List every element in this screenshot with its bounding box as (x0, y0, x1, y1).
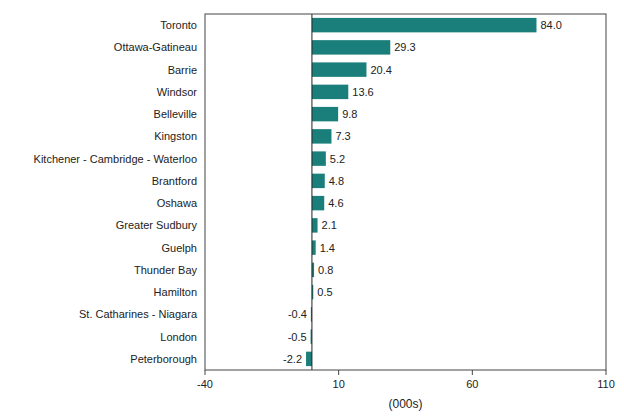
x-axis: -40 10 60 110 (197, 370, 615, 390)
data-label: 29.3 (394, 41, 415, 53)
bar (312, 40, 390, 54)
bar (312, 218, 318, 232)
x-tick (338, 370, 339, 375)
data-label: -0.4 (288, 308, 307, 320)
data-label: 7.3 (335, 130, 350, 142)
y-tick-label: Guelph (162, 242, 197, 254)
data-label: 4.6 (328, 197, 343, 209)
chart-container: -2.2 -0.5 -0.4 0.5 0.8 1.4 2.1 4.6 4.8 5.2 7.3 9.8 1… (0, 0, 624, 418)
data-label: 9.8 (342, 108, 357, 120)
y-tick-label: Toronto (160, 19, 197, 31)
data-label: 13.6 (352, 86, 373, 98)
data-label: 20.4 (370, 64, 391, 76)
data-label: 1.4 (320, 242, 335, 254)
x-tick-label: 110 (597, 378, 615, 390)
bar (306, 352, 312, 366)
y-tick-label: London (160, 331, 197, 343)
y-tick-label: Thunder Bay (134, 264, 197, 276)
data-label: 0.8 (318, 264, 333, 276)
y-tick-label: Brantford (152, 175, 197, 187)
plot-frame (205, 14, 606, 370)
bars (306, 18, 536, 366)
x-tick-label: 60 (466, 378, 478, 390)
bar (312, 107, 338, 121)
bar (312, 18, 537, 32)
y-tick-label: Belleville (154, 108, 197, 120)
data-label: 2.1 (322, 219, 337, 231)
y-axis: Peterborough London St. Catharines - Niaga… (34, 19, 198, 365)
page: {"chart_data": {"type": "bar", "orientat… (0, 0, 624, 418)
x-tick-label: -40 (197, 378, 213, 390)
bar (312, 129, 332, 143)
y-tick-label: Oshawa (157, 197, 198, 209)
data-label: 5.2 (330, 153, 345, 165)
data-label: 84.0 (540, 19, 561, 31)
bar (312, 240, 316, 254)
bar (312, 151, 326, 165)
x-tick-label: 10 (333, 378, 345, 390)
chart-svg: -2.2 -0.5 -0.4 0.5 0.8 1.4 2.1 4.6 4.8 5.2 7.3 9.8 1… (0, 0, 624, 418)
y-tick-label: Barrie (168, 64, 197, 76)
y-tick-label: St. Catharines - Niagara (79, 308, 198, 320)
bar (312, 174, 325, 188)
y-tick-label: Greater Sudbury (116, 219, 198, 231)
x-tick (205, 370, 206, 375)
data-label: 4.8 (329, 175, 344, 187)
data-label: -2.2 (283, 353, 302, 365)
bar (312, 85, 348, 99)
y-tick-label: Windsor (157, 86, 198, 98)
y-tick-label: Ottawa-Gatineau (114, 41, 197, 53)
data-label: -0.5 (288, 331, 307, 343)
y-tick-label: Peterborough (130, 353, 197, 365)
y-tick-label: Hamilton (154, 286, 197, 298)
x-tick (472, 370, 473, 375)
y-tick-label: Kitchener - Cambridge - Waterloo (34, 153, 197, 165)
y-tick-label: Kingston (154, 130, 197, 142)
x-tick (606, 370, 607, 375)
x-axis-label: (000s) (388, 397, 422, 411)
zero-line (311, 14, 312, 370)
bar (312, 196, 324, 210)
bar (312, 62, 367, 76)
data-label: 0.5 (317, 286, 332, 298)
data-labels: -2.2 -0.5 -0.4 0.5 0.8 1.4 2.1 4.6 4.8 5.2 7.3 9.8 1… (283, 19, 562, 365)
